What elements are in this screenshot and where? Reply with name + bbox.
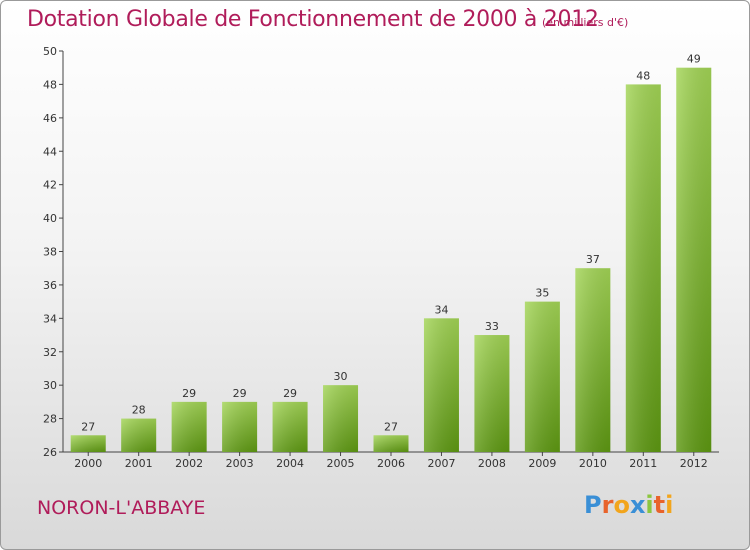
bar-shade-2008 bbox=[474, 335, 510, 452]
bar-shade-2000 bbox=[70, 435, 106, 452]
y-tick-label: 28 bbox=[43, 413, 57, 426]
y-tick-label: 42 bbox=[43, 179, 57, 192]
bar-shade-2007 bbox=[423, 318, 459, 452]
y-tick-label: 46 bbox=[43, 112, 57, 125]
x-tick-label: 2005 bbox=[327, 457, 355, 470]
bar-value-label: 27 bbox=[384, 420, 398, 433]
x-tick-label: 2003 bbox=[226, 457, 254, 470]
y-tick-label: 32 bbox=[43, 346, 57, 359]
bar-shade-2002 bbox=[171, 401, 207, 452]
bar-value-label: 30 bbox=[334, 370, 348, 383]
x-tick-label: 2011 bbox=[629, 457, 657, 470]
bar-shade-2001 bbox=[121, 418, 157, 452]
x-tick-label: 2006 bbox=[377, 457, 405, 470]
bar-value-label: 27 bbox=[81, 420, 95, 433]
bar-value-label: 37 bbox=[586, 253, 600, 266]
chart-title: Dotation Globale de Fonctionnement de 20… bbox=[27, 7, 599, 32]
x-tick-label: 2009 bbox=[528, 457, 556, 470]
bar-value-label: 29 bbox=[233, 387, 247, 400]
bar-shade-2011 bbox=[625, 84, 661, 453]
logo-letter: r bbox=[601, 491, 614, 519]
x-tick-label: 2008 bbox=[478, 457, 506, 470]
y-tick-label: 44 bbox=[43, 145, 57, 158]
x-tick-label: 2007 bbox=[427, 457, 455, 470]
bar-value-label: 29 bbox=[182, 387, 196, 400]
y-tick-label: 36 bbox=[43, 279, 57, 292]
logo-letter: P bbox=[584, 491, 602, 519]
x-tick-label: 2012 bbox=[680, 457, 708, 470]
y-tick-label: 40 bbox=[43, 212, 57, 225]
y-tick-label: 26 bbox=[43, 446, 57, 459]
bar-shade-2012 bbox=[676, 67, 712, 452]
y-tick-label: 30 bbox=[43, 379, 57, 392]
bar-value-label: 35 bbox=[535, 287, 549, 300]
bar-value-label: 29 bbox=[283, 387, 297, 400]
logo-letter: i bbox=[645, 491, 654, 519]
logo-letter: i bbox=[665, 491, 674, 519]
logo-letter: x bbox=[629, 491, 646, 519]
logo-letter: o bbox=[613, 491, 630, 519]
bar-value-label: 48 bbox=[636, 69, 650, 82]
commune-name: NORON-L'ABBAYE bbox=[37, 497, 206, 519]
bar-shade-2003 bbox=[222, 401, 258, 452]
x-tick-label: 2000 bbox=[74, 457, 102, 470]
bar-shade-2004 bbox=[272, 401, 308, 452]
x-tick-label: 2001 bbox=[125, 457, 153, 470]
bar-value-label: 49 bbox=[687, 53, 701, 66]
bar-shade-2006 bbox=[373, 435, 409, 452]
y-tick-label: 34 bbox=[43, 312, 57, 325]
bar-shade-2010 bbox=[575, 268, 611, 452]
y-tick-label: 38 bbox=[43, 246, 57, 259]
bar-shade-2009 bbox=[524, 301, 560, 452]
y-tick-label: 48 bbox=[43, 78, 57, 91]
bar-value-label: 34 bbox=[434, 303, 448, 316]
x-tick-label: 2004 bbox=[276, 457, 304, 470]
chart-subtitle: (en milliers d'€) bbox=[542, 16, 629, 29]
x-tick-label: 2002 bbox=[175, 457, 203, 470]
bar-value-label: 28 bbox=[132, 404, 146, 417]
x-tick-label: 2010 bbox=[579, 457, 607, 470]
logo-letter: t bbox=[653, 491, 666, 519]
y-tick-label: 50 bbox=[43, 45, 57, 58]
proxiti-logo: Proxiti bbox=[584, 491, 673, 519]
bar-value-label: 33 bbox=[485, 320, 499, 333]
bar-shade-2005 bbox=[323, 385, 359, 452]
